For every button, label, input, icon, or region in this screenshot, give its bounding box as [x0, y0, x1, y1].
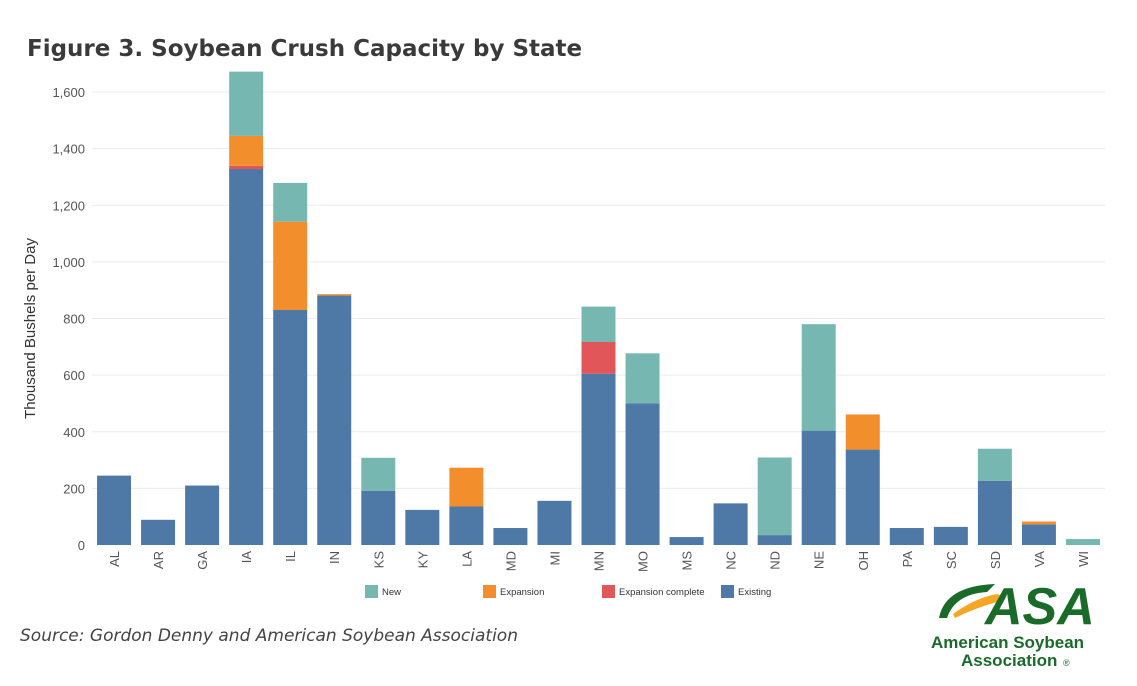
x-tick-label: MD [503, 551, 518, 571]
x-tick-label: NE [812, 551, 827, 569]
x-tick-label: SC [944, 551, 959, 569]
x-tick-label: MN [592, 551, 607, 571]
x-tick-label: IL [283, 551, 298, 562]
bar-ND-new [757, 457, 792, 536]
logo-bean-icon [953, 594, 1001, 618]
bar-IL-new [273, 182, 308, 222]
y-tick-label: 1,400 [52, 142, 85, 157]
x-tick-label: GA [195, 551, 210, 570]
x-tick-label: PA [900, 551, 915, 568]
legend-swatch [365, 585, 378, 598]
bar-NE-new [801, 324, 836, 431]
bar-MN-expansion-complete [581, 341, 616, 374]
y-tick-label: 1,200 [52, 198, 85, 213]
y-tick-label: 0 [78, 538, 85, 553]
bar-IA-new [229, 71, 264, 136]
y-axis-label: Thousand Bushels per Day [22, 238, 39, 419]
y-tick-label: 800 [63, 312, 85, 327]
bar-MN-new [581, 306, 616, 342]
bar-VA-expansion [1021, 521, 1056, 525]
legend-label: Expansion [500, 587, 544, 598]
bar-NE-existing [801, 430, 836, 545]
bar-AR-existing [141, 519, 176, 545]
legend-label: Expansion complete [619, 587, 705, 598]
bar-IA-existing [229, 169, 264, 545]
bar-VA-existing [1021, 524, 1056, 545]
bar-MO-new [625, 353, 660, 404]
x-tick-label: MI [547, 551, 562, 565]
bar-KY-existing [405, 509, 440, 545]
legend-label: New [382, 587, 401, 598]
x-tick-label: VA [1032, 551, 1047, 568]
source-note: Source: Gordon Denny and American Soybea… [20, 626, 518, 646]
bar-ND-existing [757, 535, 792, 545]
x-tick-label: OH [856, 551, 871, 571]
bar-KS-new [361, 457, 396, 491]
x-tick-label: LA [459, 551, 474, 567]
bar-IL-existing [273, 310, 308, 545]
svg-text:American Soybean: American Soybean [931, 633, 1084, 652]
legend-item: Expansion [483, 585, 544, 598]
y-tick-label: 400 [63, 425, 85, 440]
svg-text:Association: Association [961, 651, 1057, 670]
bar-SD-existing [977, 480, 1012, 545]
bar-IA-expansion [229, 135, 264, 166]
bar-MO-existing [625, 403, 660, 545]
legend-label: Existing [738, 587, 771, 598]
y-tick-label: 1,600 [52, 85, 85, 100]
bar-OH-expansion [845, 414, 880, 450]
y-tick-label: 1,000 [52, 255, 85, 270]
bar-IN-existing [317, 295, 352, 545]
x-tick-label: AR [151, 551, 166, 569]
asa-logo: ASA American Soybean Association ® [931, 578, 1095, 670]
bar-LA-existing [449, 506, 484, 545]
bar-SC-existing [933, 526, 968, 545]
bar-AL-existing [97, 475, 132, 545]
x-tick-label: NC [724, 551, 739, 570]
bar-SD-new [977, 448, 1012, 481]
bar-IA-expansion-complete [229, 165, 264, 170]
bar-NC-existing [713, 503, 748, 545]
x-tick-label: MS [680, 551, 695, 571]
bar-MS-existing [669, 537, 704, 545]
legend-swatch [602, 585, 615, 598]
x-tick-label: KY [415, 551, 430, 569]
y-tick-label: 600 [63, 368, 85, 383]
legend-swatch [721, 585, 734, 598]
legend-swatch [483, 585, 496, 598]
bar-IN-expansion [317, 294, 352, 296]
y-tick-label: 200 [63, 481, 85, 496]
bar-WI-new [1065, 539, 1100, 545]
svg-text:®: ® [1063, 658, 1070, 668]
x-tick-label: SD [988, 551, 1003, 569]
x-tick-label: MO [636, 551, 651, 572]
legend-item: New [365, 585, 401, 598]
bar-MD-existing [493, 528, 528, 545]
chart-title: Figure 3. Soybean Crush Capacity by Stat… [27, 36, 583, 62]
bar-KS-existing [361, 490, 396, 545]
bar-MI-existing [537, 500, 572, 545]
bar-PA-existing [889, 528, 924, 545]
bar-OH-existing [845, 449, 880, 545]
x-tick-label: AL [107, 551, 122, 567]
x-tick-label: IA [239, 551, 254, 564]
legend-item: Existing [721, 585, 771, 598]
bar-IL-expansion [273, 221, 308, 311]
bar-GA-existing [185, 485, 220, 545]
x-tick-label: WI [1076, 551, 1091, 567]
x-tick-label: KS [371, 551, 386, 569]
legend-item: Expansion complete [602, 585, 705, 598]
svg-text:ASA: ASA [983, 578, 1095, 636]
x-tick-label: IN [327, 551, 342, 564]
logo-swoosh-icon [939, 584, 995, 618]
x-tick-label: ND [768, 551, 783, 570]
bar-MN-existing [581, 373, 616, 545]
bar-LA-expansion [449, 467, 484, 507]
